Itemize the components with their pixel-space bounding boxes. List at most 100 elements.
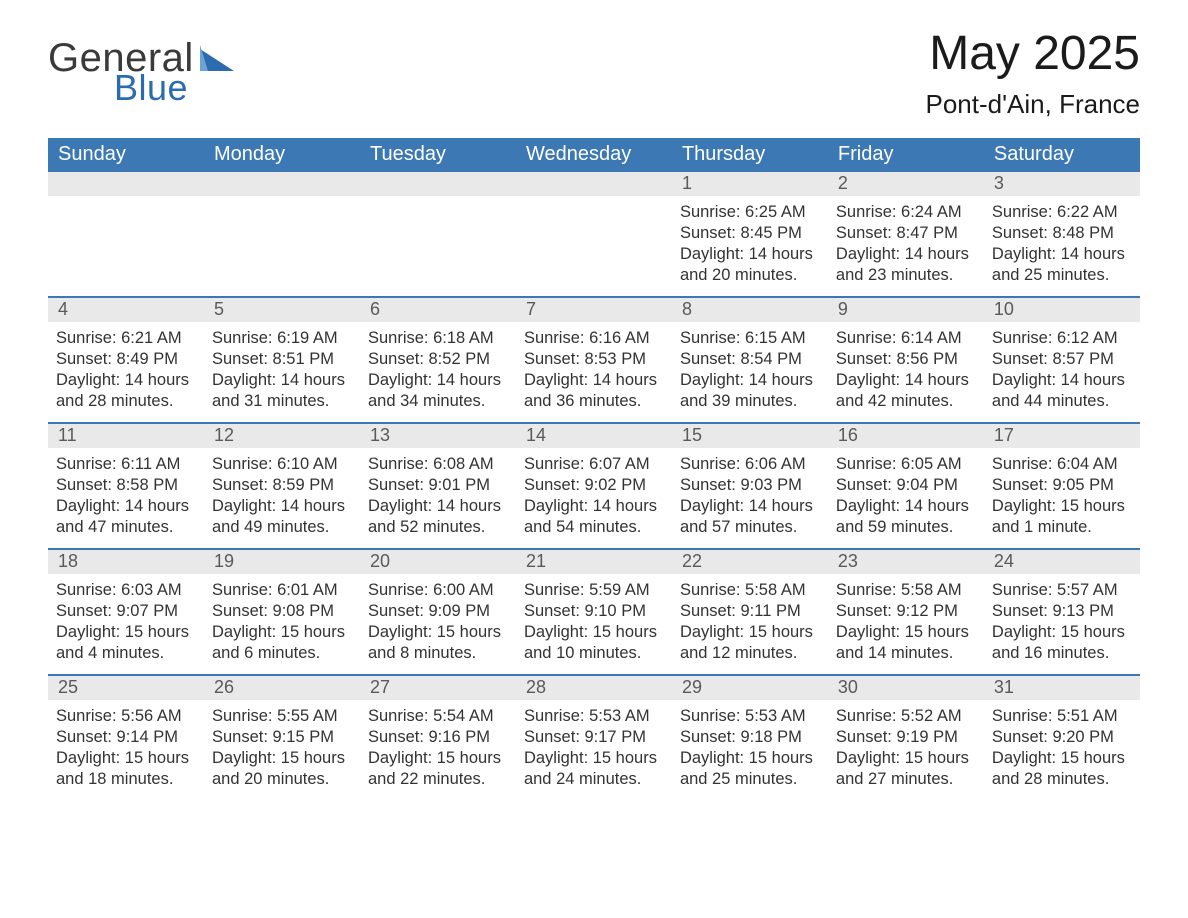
daylight-text: Daylight: 14 hours and 49 minutes.	[212, 496, 350, 538]
daylight-text: Daylight: 14 hours and 34 minutes.	[368, 370, 506, 412]
day-number: 31	[984, 676, 1140, 700]
title-block: May 2025 Pont-d'Ain, France	[925, 28, 1140, 120]
calendar-day: 13Sunrise: 6:08 AMSunset: 9:01 PMDayligh…	[360, 424, 516, 548]
daylight-text: Daylight: 15 hours and 6 minutes.	[212, 622, 350, 664]
sunrise-text: Sunrise: 6:03 AM	[56, 580, 194, 601]
day-number: 30	[828, 676, 984, 700]
calendar-day: 26Sunrise: 5:55 AMSunset: 9:15 PMDayligh…	[204, 676, 360, 800]
daylight-text: Daylight: 15 hours and 25 minutes.	[680, 748, 818, 790]
daylight-text: Daylight: 14 hours and 59 minutes.	[836, 496, 974, 538]
sunset-text: Sunset: 8:52 PM	[368, 349, 506, 370]
calendar-day: 12Sunrise: 6:10 AMSunset: 8:59 PMDayligh…	[204, 424, 360, 548]
daylight-text: Daylight: 14 hours and 44 minutes.	[992, 370, 1130, 412]
day-body: Sunrise: 6:11 AMSunset: 8:58 PMDaylight:…	[48, 448, 204, 544]
daylight-text: Daylight: 15 hours and 27 minutes.	[836, 748, 974, 790]
daylight-text: Daylight: 15 hours and 16 minutes.	[992, 622, 1130, 664]
day-number: 18	[48, 550, 204, 574]
calendar-day: 27Sunrise: 5:54 AMSunset: 9:16 PMDayligh…	[360, 676, 516, 800]
sunrise-text: Sunrise: 6:16 AM	[524, 328, 662, 349]
brand-flag-icon	[200, 45, 234, 71]
daylight-text: Daylight: 15 hours and 20 minutes.	[212, 748, 350, 790]
brand-text: General Blue	[48, 36, 236, 109]
sunrise-text: Sunrise: 6:12 AM	[992, 328, 1130, 349]
day-number: 24	[984, 550, 1140, 574]
daylight-text: Daylight: 14 hours and 52 minutes.	[368, 496, 506, 538]
daylight-text: Daylight: 14 hours and 25 minutes.	[992, 244, 1130, 286]
day-body: Sunrise: 6:19 AMSunset: 8:51 PMDaylight:…	[204, 322, 360, 418]
sunrise-text: Sunrise: 6:11 AM	[56, 454, 194, 475]
weekday-header: Tuesday	[360, 143, 516, 166]
page-title: May 2025	[925, 28, 1140, 81]
sunrise-text: Sunrise: 6:10 AM	[212, 454, 350, 475]
sunrise-text: Sunrise: 5:55 AM	[212, 706, 350, 727]
calendar-day: 14Sunrise: 6:07 AMSunset: 9:02 PMDayligh…	[516, 424, 672, 548]
calendar-day: 4Sunrise: 6:21 AMSunset: 8:49 PMDaylight…	[48, 298, 204, 422]
sunrise-text: Sunrise: 6:25 AM	[680, 202, 818, 223]
sunrise-text: Sunrise: 5:51 AM	[992, 706, 1130, 727]
sunset-text: Sunset: 8:53 PM	[524, 349, 662, 370]
calendar-day: 23Sunrise: 5:58 AMSunset: 9:12 PMDayligh…	[828, 550, 984, 674]
sunrise-text: Sunrise: 6:15 AM	[680, 328, 818, 349]
week-row: 18Sunrise: 6:03 AMSunset: 9:07 PMDayligh…	[48, 548, 1140, 674]
calendar-day: 6Sunrise: 6:18 AMSunset: 8:52 PMDaylight…	[360, 298, 516, 422]
day-number: 13	[360, 424, 516, 448]
sunset-text: Sunset: 9:14 PM	[56, 727, 194, 748]
calendar-day: 29Sunrise: 5:53 AMSunset: 9:18 PMDayligh…	[672, 676, 828, 800]
sunrise-text: Sunrise: 6:19 AM	[212, 328, 350, 349]
day-body: Sunrise: 5:54 AMSunset: 9:16 PMDaylight:…	[360, 700, 516, 796]
day-number: 17	[984, 424, 1140, 448]
calendar-day: 19Sunrise: 6:01 AMSunset: 9:08 PMDayligh…	[204, 550, 360, 674]
day-number: 3	[984, 172, 1140, 196]
calendar-page: General Blue May 2025 Pont-d'Ain, France…	[0, 0, 1188, 918]
day-body: Sunrise: 5:51 AMSunset: 9:20 PMDaylight:…	[984, 700, 1140, 796]
sunrise-text: Sunrise: 5:57 AM	[992, 580, 1130, 601]
day-body: Sunrise: 6:15 AMSunset: 8:54 PMDaylight:…	[672, 322, 828, 418]
daylight-text: Daylight: 15 hours and 10 minutes.	[524, 622, 662, 664]
day-body: Sunrise: 5:57 AMSunset: 9:13 PMDaylight:…	[984, 574, 1140, 670]
daylight-text: Daylight: 15 hours and 22 minutes.	[368, 748, 506, 790]
day-body: Sunrise: 6:14 AMSunset: 8:56 PMDaylight:…	[828, 322, 984, 418]
sunrise-text: Sunrise: 5:59 AM	[524, 580, 662, 601]
day-number: 20	[360, 550, 516, 574]
day-number	[48, 172, 204, 196]
calendar-day: 5Sunrise: 6:19 AMSunset: 8:51 PMDaylight…	[204, 298, 360, 422]
day-body: Sunrise: 6:10 AMSunset: 8:59 PMDaylight:…	[204, 448, 360, 544]
day-number: 9	[828, 298, 984, 322]
sunset-text: Sunset: 9:04 PM	[836, 475, 974, 496]
sunrise-text: Sunrise: 6:08 AM	[368, 454, 506, 475]
day-body: Sunrise: 6:12 AMSunset: 8:57 PMDaylight:…	[984, 322, 1140, 418]
day-body: Sunrise: 6:03 AMSunset: 9:07 PMDaylight:…	[48, 574, 204, 670]
calendar-day: 1Sunrise: 6:25 AMSunset: 8:45 PMDaylight…	[672, 172, 828, 296]
calendar-day: 31Sunrise: 5:51 AMSunset: 9:20 PMDayligh…	[984, 676, 1140, 800]
daylight-text: Daylight: 14 hours and 47 minutes.	[56, 496, 194, 538]
sunset-text: Sunset: 9:20 PM	[992, 727, 1130, 748]
day-body: Sunrise: 6:06 AMSunset: 9:03 PMDaylight:…	[672, 448, 828, 544]
day-number: 2	[828, 172, 984, 196]
daylight-text: Daylight: 14 hours and 57 minutes.	[680, 496, 818, 538]
daylight-text: Daylight: 15 hours and 8 minutes.	[368, 622, 506, 664]
day-number: 1	[672, 172, 828, 196]
day-body: Sunrise: 6:08 AMSunset: 9:01 PMDaylight:…	[360, 448, 516, 544]
sunset-text: Sunset: 8:51 PM	[212, 349, 350, 370]
daylight-text: Daylight: 15 hours and 28 minutes.	[992, 748, 1130, 790]
day-body: Sunrise: 5:58 AMSunset: 9:11 PMDaylight:…	[672, 574, 828, 670]
sunrise-text: Sunrise: 6:18 AM	[368, 328, 506, 349]
sunset-text: Sunset: 8:58 PM	[56, 475, 194, 496]
sunrise-text: Sunrise: 5:53 AM	[680, 706, 818, 727]
sunset-text: Sunset: 9:13 PM	[992, 601, 1130, 622]
day-number: 29	[672, 676, 828, 700]
weekday-header: Sunday	[48, 143, 204, 166]
daylight-text: Daylight: 14 hours and 20 minutes.	[680, 244, 818, 286]
sunset-text: Sunset: 9:05 PM	[992, 475, 1130, 496]
day-number: 23	[828, 550, 984, 574]
weekday-header: Saturday	[984, 143, 1140, 166]
top-bar: General Blue May 2025 Pont-d'Ain, France	[48, 28, 1140, 120]
day-body: Sunrise: 6:18 AMSunset: 8:52 PMDaylight:…	[360, 322, 516, 418]
day-number: 27	[360, 676, 516, 700]
calendar-day: 20Sunrise: 6:00 AMSunset: 9:09 PMDayligh…	[360, 550, 516, 674]
sunset-text: Sunset: 9:11 PM	[680, 601, 818, 622]
calendar-day: 8Sunrise: 6:15 AMSunset: 8:54 PMDaylight…	[672, 298, 828, 422]
daylight-text: Daylight: 14 hours and 31 minutes.	[212, 370, 350, 412]
sunset-text: Sunset: 8:57 PM	[992, 349, 1130, 370]
calendar-day: 25Sunrise: 5:56 AMSunset: 9:14 PMDayligh…	[48, 676, 204, 800]
